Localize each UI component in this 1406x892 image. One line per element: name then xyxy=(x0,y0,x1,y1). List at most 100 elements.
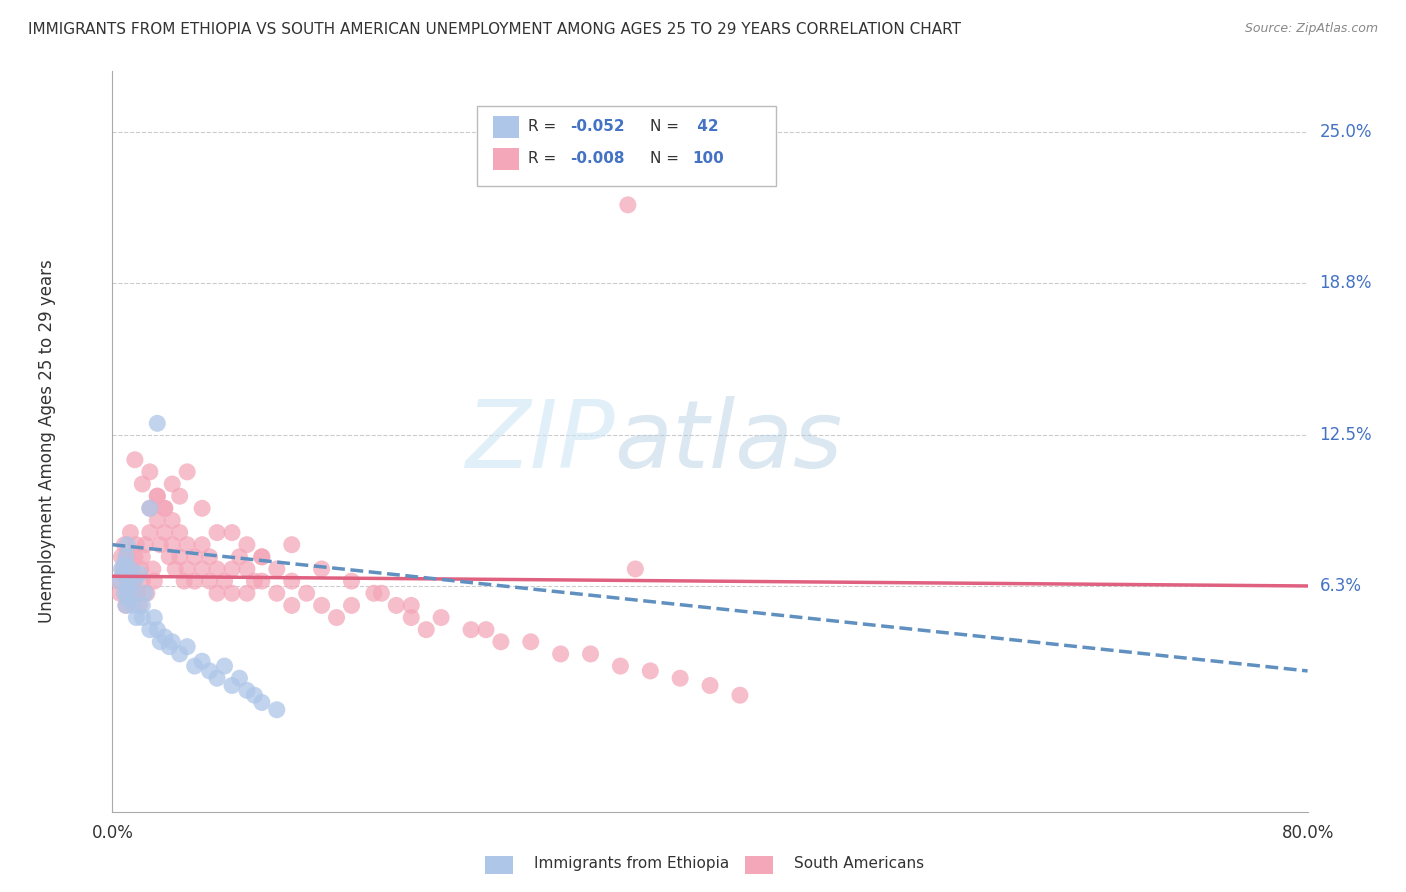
Point xyxy=(143,610,166,624)
Point xyxy=(115,549,138,564)
Point xyxy=(117,591,139,606)
Point xyxy=(146,513,169,527)
Point xyxy=(250,549,273,564)
Text: 42: 42 xyxy=(692,120,718,135)
Point xyxy=(266,703,288,717)
Point xyxy=(139,623,162,637)
Point xyxy=(640,664,662,678)
Text: South Americans: South Americans xyxy=(794,856,925,871)
Point xyxy=(311,562,333,576)
Point xyxy=(120,562,142,576)
Point xyxy=(236,538,259,552)
Point xyxy=(430,610,453,624)
Point xyxy=(162,477,183,491)
Text: 6.3%: 6.3% xyxy=(1320,577,1361,595)
Text: -0.008: -0.008 xyxy=(571,152,624,166)
Point xyxy=(153,630,176,644)
Point xyxy=(129,562,152,576)
Point xyxy=(108,586,131,600)
Point xyxy=(183,659,205,673)
Point xyxy=(162,513,183,527)
Point xyxy=(115,599,138,613)
Point xyxy=(250,574,273,588)
FancyBboxPatch shape xyxy=(477,106,776,186)
Point xyxy=(157,549,180,564)
Point xyxy=(340,574,363,588)
Point xyxy=(169,647,191,661)
Point xyxy=(325,610,347,624)
Point xyxy=(125,538,148,552)
Point xyxy=(124,574,146,588)
Text: ZIP: ZIP xyxy=(465,396,614,487)
Point xyxy=(143,574,166,588)
Bar xyxy=(492,147,519,169)
Point xyxy=(169,525,191,540)
Point xyxy=(191,562,214,576)
Point xyxy=(198,574,221,588)
Point xyxy=(146,489,169,503)
Point xyxy=(176,640,198,654)
Point xyxy=(173,574,195,588)
Point xyxy=(221,678,243,692)
Point xyxy=(340,599,363,613)
Point xyxy=(131,549,153,564)
Point xyxy=(176,562,198,576)
Text: R =: R = xyxy=(529,152,561,166)
Text: N =: N = xyxy=(651,120,685,135)
Text: 12.5%: 12.5% xyxy=(1320,426,1372,444)
Point xyxy=(131,610,153,624)
Point xyxy=(120,525,142,540)
Point xyxy=(139,501,162,516)
Point xyxy=(205,671,228,685)
Text: IMMIGRANTS FROM ETHIOPIA VS SOUTH AMERICAN UNEMPLOYMENT AMONG AGES 25 TO 29 YEAR: IMMIGRANTS FROM ETHIOPIA VS SOUTH AMERIC… xyxy=(28,22,962,37)
Point xyxy=(205,562,228,576)
Point xyxy=(415,623,437,637)
Text: -0.052: -0.052 xyxy=(571,120,624,135)
Point xyxy=(139,465,162,479)
Point xyxy=(134,538,156,552)
Point xyxy=(243,574,266,588)
Point xyxy=(153,525,176,540)
Point xyxy=(191,501,214,516)
Point xyxy=(115,599,138,613)
Point xyxy=(221,562,243,576)
Text: 25.0%: 25.0% xyxy=(1320,123,1372,141)
Point xyxy=(121,562,143,576)
Point xyxy=(728,688,751,702)
Point xyxy=(176,538,198,552)
Text: 100: 100 xyxy=(692,152,724,166)
Point xyxy=(281,574,304,588)
Point xyxy=(250,549,273,564)
Point xyxy=(134,586,156,600)
Point xyxy=(127,586,149,600)
Point xyxy=(214,574,236,588)
Point xyxy=(131,477,153,491)
Point xyxy=(114,566,135,581)
Point xyxy=(146,623,169,637)
Point xyxy=(117,574,139,588)
Text: atlas: atlas xyxy=(614,396,842,487)
Bar xyxy=(492,116,519,138)
Text: Immigrants from Ethiopia: Immigrants from Ethiopia xyxy=(534,856,730,871)
Point xyxy=(114,557,135,571)
Point xyxy=(111,566,134,581)
Point xyxy=(250,696,273,710)
Point xyxy=(169,489,191,503)
Point xyxy=(149,635,172,649)
Point xyxy=(385,599,408,613)
Point xyxy=(162,538,183,552)
Point xyxy=(117,549,139,564)
Point xyxy=(149,538,172,552)
Point xyxy=(183,549,205,564)
Point xyxy=(370,586,392,600)
Point xyxy=(579,647,602,661)
Point xyxy=(117,582,139,596)
Point xyxy=(121,586,143,600)
Point xyxy=(205,525,228,540)
Text: N =: N = xyxy=(651,152,685,166)
Point xyxy=(617,198,640,212)
Point xyxy=(124,549,146,564)
Point xyxy=(146,417,169,431)
Point xyxy=(236,562,259,576)
Point xyxy=(281,538,304,552)
